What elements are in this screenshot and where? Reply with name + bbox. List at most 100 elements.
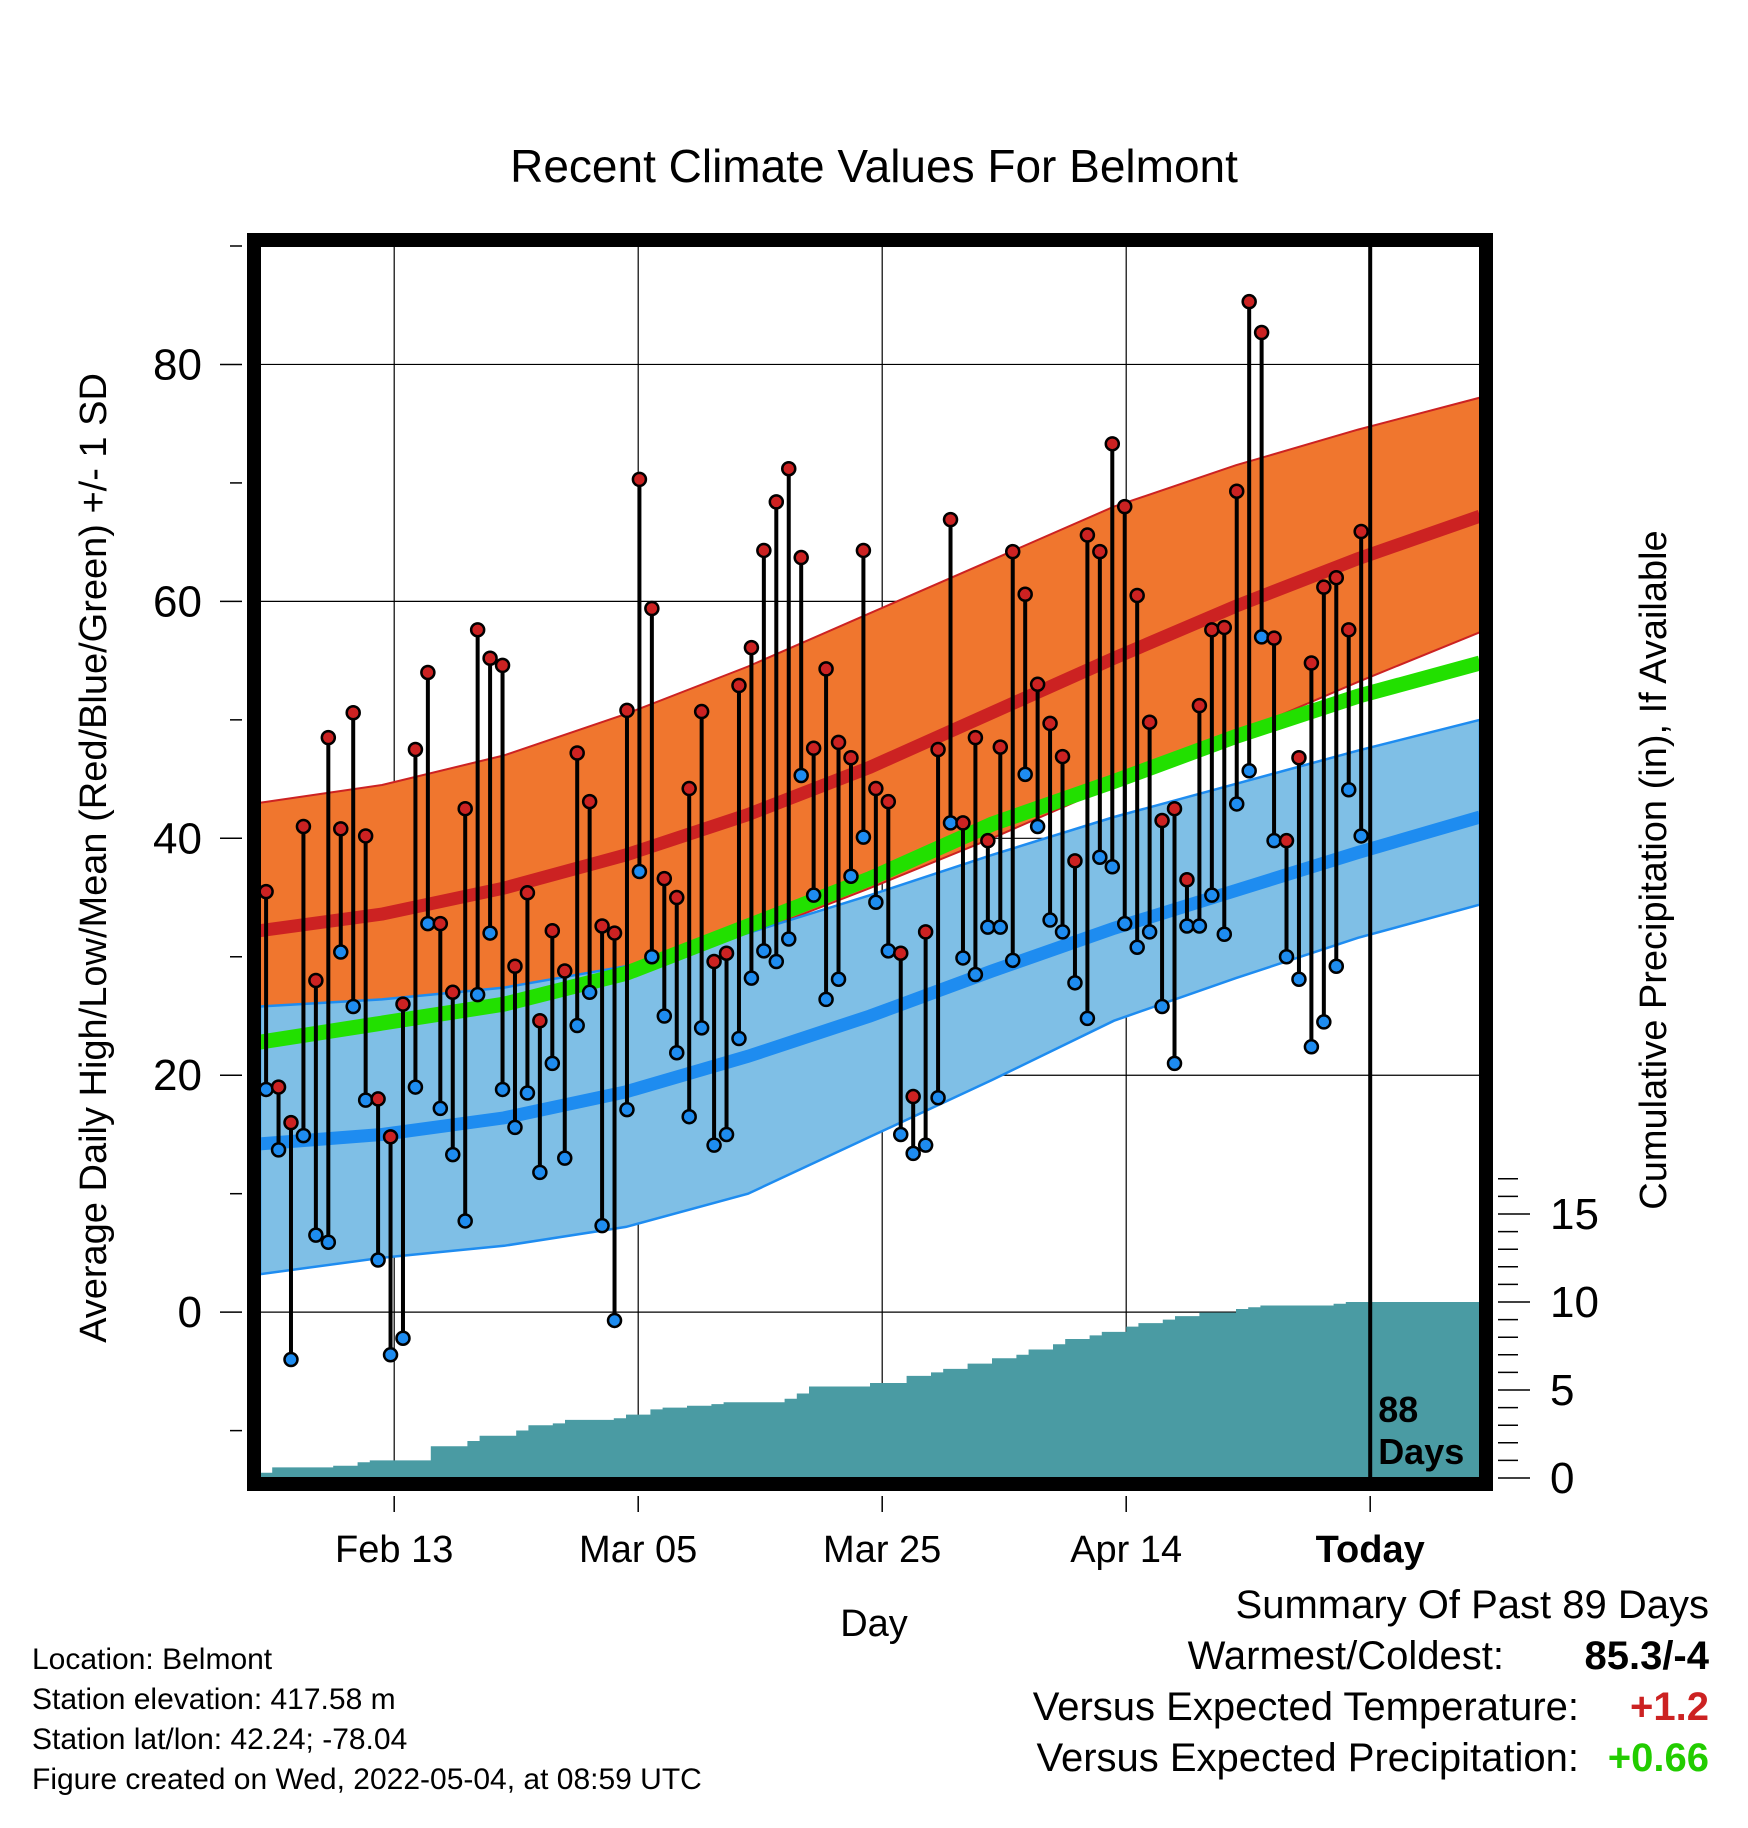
high-point — [581, 793, 598, 810]
left-tick-label: 60 — [153, 577, 202, 626]
created-text: Figure created on Wed, 2022-05-04, at 08… — [32, 1763, 702, 1796]
high-point — [768, 494, 785, 510]
low-point — [1228, 796, 1245, 812]
low-point — [581, 984, 598, 1001]
low-point — [731, 1030, 747, 1047]
high-point — [830, 734, 847, 751]
low-point — [594, 1217, 610, 1234]
high-point — [631, 471, 648, 488]
high-point — [1179, 872, 1195, 888]
high-point — [320, 729, 337, 746]
high-point — [930, 741, 946, 758]
low-point — [1154, 998, 1170, 1015]
high-point — [420, 664, 436, 681]
low-point — [1204, 887, 1220, 903]
precip-label: Versus Expected Precipitation: — [1036, 1736, 1579, 1780]
right-tick-label: 10 — [1550, 1278, 1599, 1327]
low-point — [967, 966, 984, 983]
high-point — [1291, 750, 1307, 766]
high-point — [743, 639, 760, 656]
low-point — [1054, 924, 1071, 940]
low-point — [357, 1092, 374, 1108]
high-point — [519, 885, 536, 901]
daily-range-stems — [264, 301, 1364, 1360]
high-point — [1316, 579, 1332, 595]
high-point — [395, 996, 411, 1012]
warmest-label: Warmest/Coldest: — [1187, 1634, 1504, 1678]
temp-value: +1.2 — [1630, 1685, 1709, 1729]
right-tick-label: 5 — [1550, 1366, 1574, 1415]
high-point — [669, 889, 685, 906]
high-point — [283, 1114, 299, 1131]
low-point — [370, 1252, 386, 1268]
high-point — [1067, 853, 1083, 869]
low-point — [1191, 918, 1208, 934]
right-tick-label: 15 — [1550, 1190, 1599, 1239]
low-point — [1340, 781, 1357, 798]
low-point — [793, 767, 809, 784]
low-point — [631, 863, 648, 880]
temp-label: Versus Expected Temperature: — [1032, 1685, 1579, 1729]
low-point — [445, 1146, 461, 1163]
low-point — [308, 1227, 324, 1243]
high-point — [270, 1079, 287, 1095]
high-point — [706, 953, 722, 970]
low-point — [1017, 766, 1033, 783]
high-point — [295, 818, 312, 835]
low-point — [930, 1089, 946, 1106]
low-point — [1179, 918, 1195, 934]
x-axis: Feb 13 Mar 05 Mar 25 Apr 14 Today — [335, 1496, 1425, 1571]
low-point — [681, 1108, 697, 1125]
high-point — [1054, 748, 1071, 765]
high-point — [1266, 630, 1282, 646]
high-point — [880, 793, 897, 810]
high-point — [557, 963, 573, 979]
high-point — [345, 704, 361, 721]
daily-high-points — [258, 293, 1369, 1145]
low-point — [1129, 939, 1145, 956]
low-point — [905, 1145, 921, 1162]
low-point — [917, 1137, 934, 1153]
low-point — [295, 1127, 312, 1144]
x-tick-label: Mar 25 — [823, 1529, 941, 1571]
right-axis-label: Cumulative Precipitation (in), If Availa… — [1633, 530, 1675, 1209]
x-tick-label: Apr 14 — [1070, 1529, 1182, 1571]
high-point — [445, 984, 461, 1001]
days-word: Days — [1378, 1431, 1464, 1472]
high-point — [1042, 715, 1058, 732]
station-info: Location: Belmont Station elevation: 417… — [32, 1640, 702, 1800]
low-point — [1316, 1014, 1332, 1030]
high-point — [1216, 619, 1233, 636]
low-point — [855, 829, 872, 845]
daily-low-points — [258, 629, 1369, 1368]
low-point — [283, 1351, 299, 1368]
low-point — [955, 950, 971, 966]
low-point — [1291, 971, 1307, 988]
low-point — [519, 1085, 536, 1101]
low-point — [892, 1126, 909, 1143]
low-point — [1166, 1055, 1183, 1072]
high-point — [482, 650, 498, 666]
high-point — [681, 780, 697, 797]
left-axis-label: Average Daily High/Low/Mean (Red/Blue/Gr… — [73, 373, 115, 1343]
low-point — [805, 887, 822, 903]
summary-heading: Summary Of Past 89 Days — [1235, 1583, 1709, 1627]
high-point — [1141, 714, 1158, 730]
low-point — [1079, 1010, 1096, 1027]
left-tick-label: 0 — [178, 1288, 202, 1337]
low-point — [992, 919, 1009, 935]
high-point — [1004, 543, 1021, 560]
low-point — [482, 925, 498, 941]
high-point — [457, 800, 473, 817]
low-point — [258, 1081, 274, 1098]
high-point — [843, 750, 859, 766]
high-point — [718, 945, 735, 961]
high-point — [1278, 832, 1295, 849]
low-point — [606, 1312, 623, 1329]
left-tick-label: 20 — [153, 1051, 202, 1100]
right-tick-label: 0 — [1550, 1454, 1574, 1503]
high-point — [693, 703, 710, 720]
high-point — [656, 870, 673, 887]
high-point — [469, 622, 486, 638]
high-point — [731, 677, 747, 694]
